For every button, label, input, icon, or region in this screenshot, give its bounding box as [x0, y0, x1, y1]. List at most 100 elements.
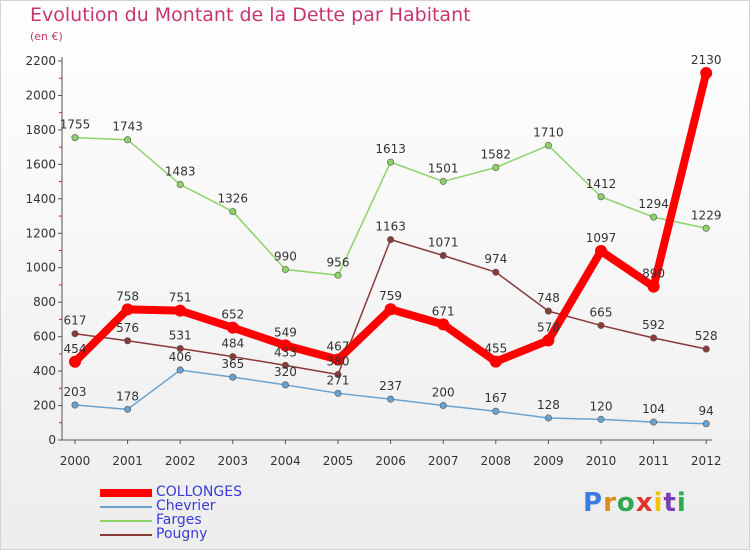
logo-letter: t — [663, 488, 677, 518]
data-point-chevrier — [124, 405, 132, 413]
data-point-pougny — [492, 268, 500, 276]
x-tick-label: 2011 — [638, 454, 669, 468]
logo-letter: i — [653, 488, 664, 518]
data-label-pougny: 576 — [116, 321, 139, 335]
legend-label-farges: Farges — [156, 512, 202, 528]
data-point-pougny — [702, 345, 710, 353]
data-point-collonges — [121, 303, 134, 316]
x-tick-label: 2010 — [586, 454, 617, 468]
data-point-pougny — [71, 330, 79, 338]
x-tick-label: 2000 — [60, 454, 91, 468]
data-label-pougny: 1163 — [375, 220, 406, 234]
data-point-collonges — [595, 245, 607, 258]
data-label-chevrier: 94 — [699, 404, 714, 418]
data-label-collonges: 890 — [642, 267, 665, 281]
data-point-chevrier — [492, 407, 500, 415]
data-label-pougny: 528 — [695, 329, 718, 343]
data-label-chevrier: 104 — [642, 402, 665, 416]
data-label-collonges: 758 — [116, 289, 139, 303]
x-tick-label: 2001 — [112, 454, 143, 468]
y-tick-label: 2000 — [25, 88, 56, 102]
data-label-farges: 1229 — [691, 208, 722, 222]
data-label-pougny: 1071 — [428, 235, 459, 249]
data-point-chevrier — [439, 402, 447, 410]
data-point-chevrier — [281, 381, 289, 389]
proxiti-logo: Proxiti — [583, 488, 687, 518]
data-label-collonges: 549 — [274, 325, 297, 339]
data-label-chevrier: 120 — [590, 399, 613, 413]
data-point-farges — [229, 208, 237, 216]
data-label-farges: 1294 — [638, 197, 669, 211]
data-label-chevrier: 178 — [116, 389, 139, 403]
data-label-collonges: 1097 — [586, 231, 617, 245]
data-point-pougny — [229, 353, 237, 361]
y-tick-label: 800 — [33, 295, 56, 309]
data-label-farges: 1582 — [481, 147, 512, 161]
data-label-farges: 990 — [274, 249, 297, 263]
logo-letter: o — [616, 488, 636, 518]
data-point-farges — [176, 181, 184, 189]
logo-letter: P — [583, 488, 604, 518]
data-point-pougny — [334, 371, 342, 379]
data-label-chevrier: 237 — [379, 379, 402, 393]
data-label-chevrier: 365 — [221, 357, 244, 371]
data-label-chevrier: 320 — [274, 365, 297, 379]
data-point-chevrier — [229, 373, 237, 381]
x-tick-label: 2007 — [428, 454, 459, 468]
data-point-collonges — [700, 67, 713, 80]
data-label-collonges: 759 — [379, 289, 402, 303]
data-point-farges — [492, 163, 500, 171]
data-label-farges: 956 — [327, 255, 350, 269]
data-point-farges — [439, 177, 447, 185]
data-point-collonges — [489, 355, 502, 368]
legend-swatch-pougny — [100, 534, 152, 536]
x-tick-label: 2006 — [375, 454, 406, 468]
data-label-chevrier: 203 — [64, 385, 87, 399]
data-point-collonges — [69, 355, 81, 368]
data-point-farges — [702, 224, 710, 232]
data-label-pougny: 617 — [64, 314, 87, 328]
data-point-pougny — [387, 236, 395, 244]
data-point-collonges — [226, 321, 239, 334]
data-point-collonges — [279, 339, 292, 352]
legend-label-pougny: Pougny — [156, 526, 208, 542]
data-label-collonges: 455 — [484, 342, 507, 356]
data-point-farges — [544, 141, 552, 149]
data-label-farges: 1412 — [586, 177, 617, 191]
y-tick-label: 2200 — [25, 54, 56, 68]
x-tick-label: 2002 — [165, 454, 196, 468]
y-tick-label: 1800 — [25, 123, 56, 137]
data-point-collonges — [384, 303, 397, 316]
data-label-pougny: 665 — [590, 305, 613, 319]
data-label-collonges: 2130 — [691, 53, 722, 67]
legend-swatch-chevrier — [100, 506, 152, 508]
data-point-farges — [597, 193, 605, 201]
data-label-collonges: 454 — [64, 342, 87, 356]
data-label-chevrier: 271 — [327, 373, 350, 387]
data-point-chevrier — [650, 418, 658, 426]
data-point-pougny — [597, 321, 605, 329]
data-point-farges — [281, 265, 289, 273]
data-label-farges: 1483 — [165, 165, 196, 179]
data-point-collonges — [647, 280, 660, 293]
data-point-chevrier — [387, 395, 395, 403]
data-point-farges — [650, 213, 658, 221]
data-point-farges — [124, 136, 132, 144]
data-label-pougny: 748 — [537, 291, 560, 305]
data-point-chevrier — [334, 389, 342, 397]
y-tick-label: 0 — [48, 433, 56, 447]
logo-letter: r — [603, 488, 617, 518]
logo-letter: i — [676, 488, 687, 518]
y-tick-label: 1000 — [25, 261, 56, 275]
data-point-chevrier — [71, 401, 79, 409]
data-label-farges: 1613 — [375, 142, 406, 156]
data-point-pougny — [124, 337, 132, 345]
data-label-collonges: 578 — [537, 320, 560, 334]
data-label-farges: 1743 — [112, 120, 143, 134]
data-point-farges — [387, 158, 395, 166]
data-point-pougny — [439, 251, 447, 259]
data-point-pougny — [176, 345, 184, 353]
data-label-farges: 1710 — [533, 125, 564, 139]
